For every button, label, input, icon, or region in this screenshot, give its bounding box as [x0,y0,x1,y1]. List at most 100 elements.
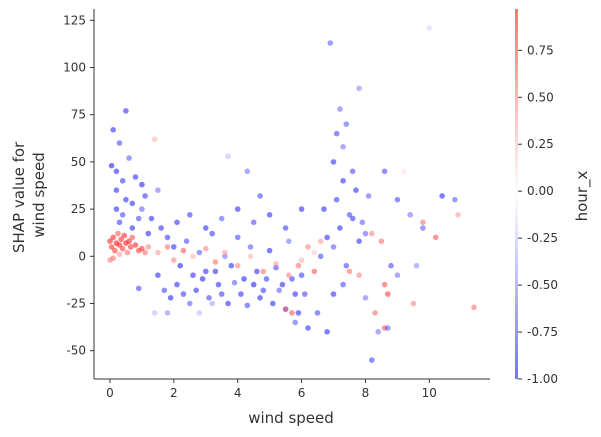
scatter-point [113,206,120,212]
scatter-point [375,329,382,335]
scatter-point [289,310,295,316]
scatter-point [112,247,118,254]
colorbar-tick-label: 0.50 [527,90,554,104]
scatter-point [107,238,113,244]
scatter-point [330,244,337,250]
scatter-point [244,168,251,175]
scatter-point [193,287,199,294]
scatter-point [356,85,362,92]
scatter-point [286,272,292,279]
scatter-point [289,276,295,282]
scatter-point [161,287,168,294]
scatter-point [215,281,222,288]
scatter-point [139,206,145,212]
scatter-point [110,127,116,133]
scatter-point [212,268,219,275]
scatter-point [432,234,439,241]
scatter-point [108,244,115,250]
colorbar [515,9,518,379]
scatter-point [126,155,132,161]
scatter-point [164,310,171,316]
scatter-point [439,193,445,199]
scatter-point [187,300,193,307]
scatter-point [356,272,362,279]
scatter-point [171,244,177,250]
scatter-point [250,219,257,226]
scatter-point [394,196,401,203]
y-tick-label: 50 [71,155,86,169]
scatter-point [123,196,129,203]
scatter-point [359,219,366,226]
scatter-point [314,310,321,316]
scatter-point [113,187,120,193]
scatter-point [164,234,171,241]
x-tick-label: 4 [234,386,242,400]
scatter-point [183,238,190,244]
scatter-point [132,242,139,248]
y-tick-label: 25 [71,202,86,216]
x-tick-label: 6 [298,386,306,400]
colorbar-tick-label: 0.75 [527,43,554,57]
scatter-point [346,268,353,275]
colorbar-tick-label: -1.00 [527,372,558,386]
scatter-point [346,212,353,218]
scatter-point [305,244,311,250]
scatter-point [279,281,286,288]
scatter-point [337,225,343,231]
scatter-point [247,253,254,260]
scatter-point [349,215,356,222]
scatter-point [292,291,299,297]
scatter-point [139,181,145,188]
scatter-point [174,281,180,288]
scatter-point [356,238,362,244]
y-axis-title: SHAP value for wind speed [10,137,48,253]
scatter-point [295,262,302,269]
scatter-point [116,140,123,146]
scatter-point [305,325,311,331]
scatter-point [270,300,276,307]
scatter-point [330,159,337,165]
scatter-point [337,106,343,112]
scatter-point [455,212,461,218]
scatter-point [317,238,324,244]
scatter-point [174,219,180,226]
scatter-point [142,193,148,199]
scatter-point [413,262,420,269]
scatter-point [206,295,212,301]
scatter-point [119,245,126,252]
scatter-point [135,285,142,292]
x-tick-label: 0 [106,386,114,400]
scatter-point [209,300,215,307]
scatter-point [119,178,126,184]
y-axis-ticks: -50 -25 0 25 50 75 100 125 [63,13,94,358]
scatter-point [343,262,350,269]
scatter-point [199,276,206,282]
scatter-point [212,259,219,265]
scatter-point [381,281,388,288]
scatter-point [340,281,346,288]
scatter-point [276,287,283,294]
scatter-point [298,272,305,279]
scatter-point [231,279,238,286]
scatter-point [167,295,174,301]
scatter-point [116,242,123,248]
scatter-point [311,268,318,275]
x-tick-label: 10 [422,386,437,400]
scatter-point [110,255,116,261]
scatter-point [187,212,193,218]
scatter-point [145,230,152,237]
scatter-point [155,249,161,256]
scatter-point [116,219,123,226]
scatter-point [372,310,378,316]
scatter-point [151,136,158,143]
scatter-point [420,219,426,226]
scatter-point [298,257,305,263]
scatter-point [203,268,209,275]
scatter-point [426,25,433,31]
scatter-point [126,238,132,244]
scatter-point [222,249,228,256]
scatter-point [365,193,372,199]
scatter-point [171,257,177,263]
scatter-point [209,230,215,237]
